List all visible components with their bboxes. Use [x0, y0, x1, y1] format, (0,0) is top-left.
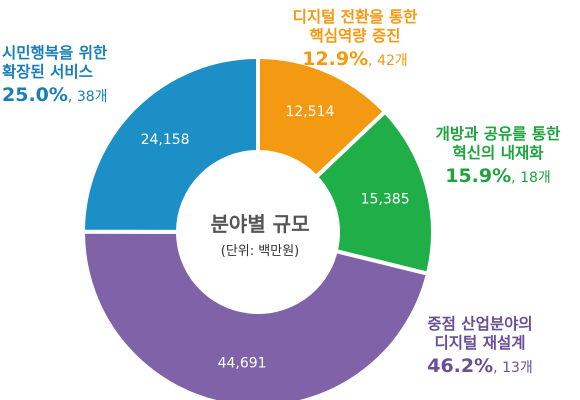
count-label: 13개 [502, 360, 533, 377]
percent-label: 25.0% [2, 84, 68, 107]
category-line: 개방과 공유를 통한 [435, 125, 561, 143]
percent-label: 12.9% [302, 48, 369, 71]
slice-industry-redesign [81, 229, 430, 400]
category-line: 확장된 서비스 [2, 62, 93, 81]
slice-value-label: 15,385 [361, 191, 410, 207]
slice-value-label: 44,691 [218, 356, 267, 372]
percent-label: 46.2% [427, 355, 494, 378]
legend-label-citizen-services: 시민행복을 위한 확장된 서비스 25.0%, 38개 [2, 44, 162, 107]
chart-center-title: 분야별 규모 [210, 212, 310, 236]
legend-label-digital-transition: 디지털 전환을 통한 핵심역량 증진 12.9%, 42개 [270, 8, 440, 71]
chart-center-unit: (단위: 백만원) [220, 244, 300, 259]
legend-label-industry-redesign: 중점 산업분야의 디지털 재설계 46.2%, 13개 [405, 315, 555, 378]
slice-open-sharing [314, 109, 435, 276]
slice-value-label: 24,158 [141, 132, 190, 148]
category-line: 시민행복을 위한 [2, 44, 108, 62]
category-line: 중점 산업분야의 [427, 315, 533, 333]
category-line: 혁신의 내재화 [452, 143, 544, 162]
category-line: 디지털 재설계 [434, 333, 526, 352]
category-line: 디지털 전환을 통한 [292, 8, 418, 26]
percent-label: 15.9% [445, 165, 512, 188]
count-label: 38개 [76, 89, 108, 106]
legend-label-open-sharing: 개방과 공유를 통한 혁신의 내재화 15.9%, 18개 [418, 125, 578, 188]
category-line: 핵심역량 증진 [309, 26, 401, 45]
count-label: 18개 [520, 170, 551, 187]
slice-citizen-services [81, 55, 260, 234]
slice-value-label: 12,514 [285, 104, 334, 120]
count-label: 42개 [377, 53, 408, 70]
